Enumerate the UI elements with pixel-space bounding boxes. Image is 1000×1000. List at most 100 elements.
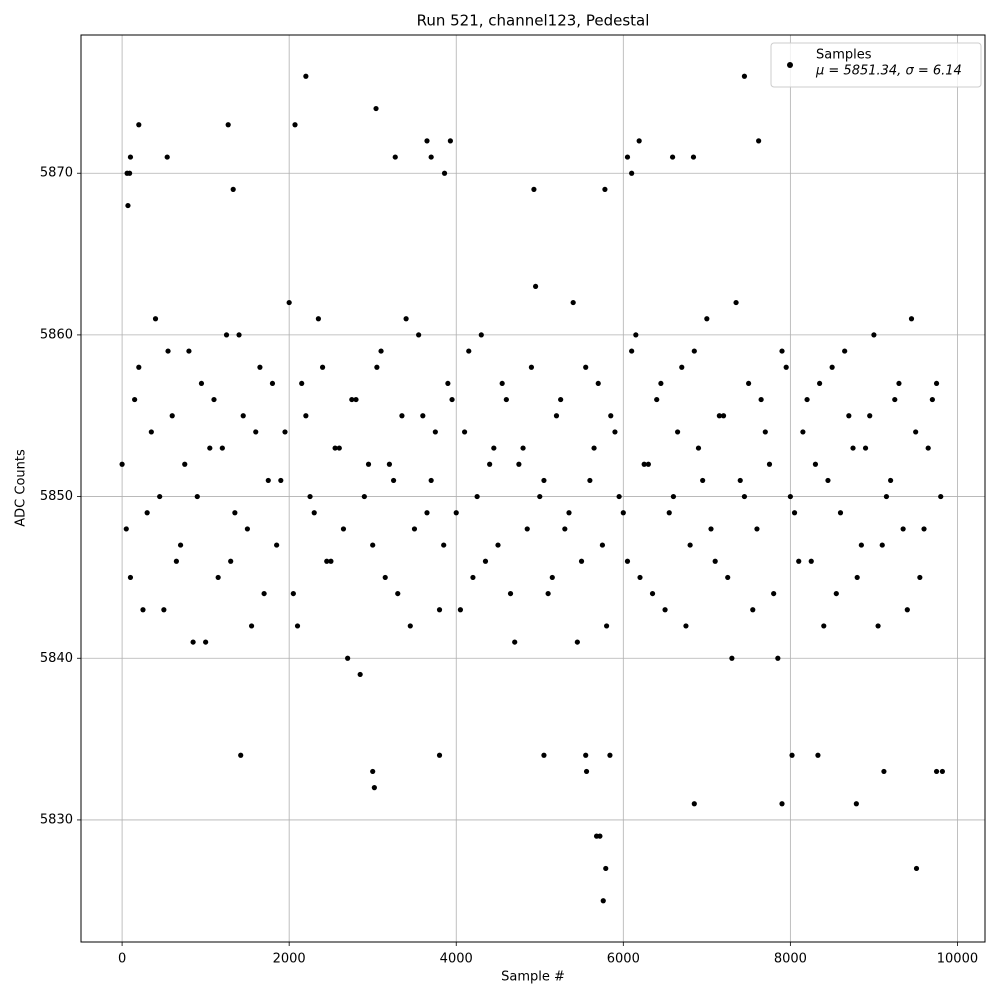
legend-box [770,42,982,88]
y-axis-label: ADC Counts [14,449,29,527]
data-point [357,671,363,678]
data-point [349,396,355,403]
data-point [225,122,231,128]
data-point [620,510,626,516]
data-point [286,299,292,306]
data-point [708,526,714,532]
data-point [470,574,476,581]
data-point [132,396,138,403]
data-point [265,477,271,484]
data-point [311,510,317,516]
data-point [136,364,142,370]
data-point [173,558,179,564]
data-point [925,445,931,451]
y-tick-label: 5870 [40,166,73,181]
data-point [636,138,642,144]
data-point [478,332,484,338]
data-point [382,574,388,581]
data-point [871,332,877,338]
data-point [746,380,752,387]
data-point [499,380,505,387]
x-tick-label: 10000 [937,952,978,967]
data-point [136,122,142,128]
data-point [913,865,920,872]
data-point [161,607,167,613]
data-point [599,542,606,548]
data-point [641,461,647,467]
legend: Samples μ = 5851.34, σ = 6.14 [770,42,982,88]
data-point [670,493,677,500]
x-tick-label: 8000 [774,952,807,967]
data-point [441,542,447,548]
data-point [336,445,342,451]
points [119,73,945,904]
data-point [938,493,944,500]
data-point [240,413,246,419]
data-point [879,542,885,548]
data-point [340,526,347,532]
data-point [395,590,401,597]
data-point [821,623,827,629]
data-point [207,445,213,451]
data-point [875,623,881,629]
data-point [645,461,651,467]
data-point [917,574,923,581]
data-point [307,493,313,500]
data-point [674,429,681,435]
data-point [169,413,175,419]
data-point [888,477,894,484]
data-point [583,768,590,775]
data-point [269,380,276,387]
data-point [602,186,608,193]
data-point [520,445,526,451]
data-point [775,655,781,661]
data-point [453,510,459,516]
data-point [436,607,443,613]
data-point [299,380,305,387]
data-point [654,396,660,403]
data-point [837,510,844,516]
data-point [695,445,702,451]
data-point [228,558,234,564]
x-tick-label: 2000 [273,952,306,967]
data-point [729,655,735,661]
x-axis-label: Sample # [501,970,565,985]
data-point [541,477,547,484]
data-point [933,380,940,387]
data-point [829,364,835,370]
data-point [244,526,250,532]
data-point [791,510,798,516]
data-point [474,493,480,500]
data-point [466,348,472,354]
x-tick-label: 4000 [440,952,473,967]
data-point [662,607,668,613]
x-tick-label: 6000 [607,952,640,967]
data-point [720,413,727,419]
data-point [125,202,131,209]
data-point [687,542,693,548]
data-point [804,396,810,403]
data-point [583,752,589,758]
data-point [194,493,200,500]
data-point [583,364,589,370]
data-point [441,170,448,176]
data-point [386,461,393,467]
data-point [119,461,125,467]
data-point [532,283,539,290]
data-point [420,413,426,419]
data-point [390,477,397,484]
data-point [127,170,133,176]
data-point [666,510,672,516]
data-point [862,445,869,451]
data-point [303,413,309,419]
data-point [896,380,902,387]
data-point [516,461,522,467]
data-point [817,380,823,387]
data-point [403,316,409,322]
data-point [545,590,551,597]
data-point [854,574,860,581]
data-point [603,623,610,629]
data-point [574,639,580,645]
